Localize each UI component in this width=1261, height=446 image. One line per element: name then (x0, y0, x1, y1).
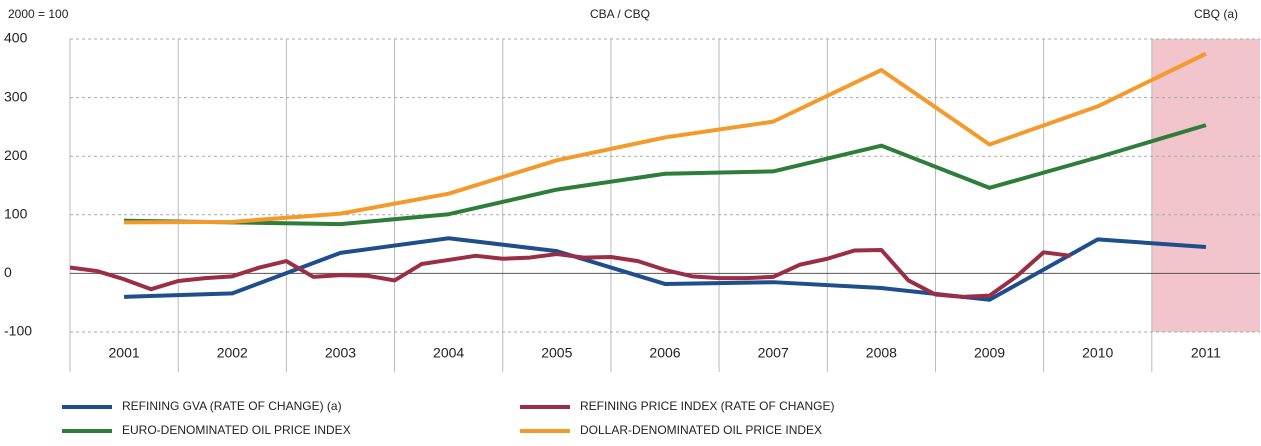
right-label: CBQ (a) (1194, 7, 1238, 21)
x-tick-label: 2010 (1082, 345, 1113, 361)
series-line (124, 51, 1207, 225)
x-tick-label: 2002 (217, 345, 248, 361)
legend-label: EURO-DENOMINATED OIL PRICE INDEX (122, 423, 351, 437)
y-tick-label: 100 (4, 206, 28, 222)
y-tick-label: 300 (4, 88, 28, 104)
x-tick-label: 2008 (866, 345, 897, 361)
forecast-shade (1151, 39, 1260, 332)
series-line (69, 247, 1071, 299)
y-unit-label: 2000 = 100 (8, 7, 69, 21)
x-tick-label: 2006 (649, 345, 680, 361)
legend-label: REFINING PRICE INDEX (RATE OF CHANGE) (580, 399, 834, 413)
y-tick-label: 200 (4, 147, 28, 163)
x-tick-label: 2003 (325, 345, 356, 361)
x-tick-label: 2007 (758, 345, 789, 361)
x-tick-label: 2011 (1191, 345, 1221, 361)
legend-label: REFINING GVA (RATE OF CHANGE) (a) (122, 399, 342, 413)
x-tick-label: 2005 (541, 345, 572, 361)
center-label: CBA / CBQ (590, 7, 650, 21)
series-line (124, 236, 1207, 302)
y-tick-label: 400 (4, 30, 28, 46)
y-tick-label: -100 (4, 323, 32, 339)
x-tick-label: 2001 (109, 345, 140, 361)
x-tick-label: 2004 (433, 345, 464, 361)
x-tick-label: 2009 (974, 345, 1005, 361)
y-tick-label: 0 (4, 264, 12, 280)
series-line (124, 123, 1207, 227)
legend-label: DOLLAR-DENOMINATED OIL PRICE INDEX (580, 423, 822, 437)
